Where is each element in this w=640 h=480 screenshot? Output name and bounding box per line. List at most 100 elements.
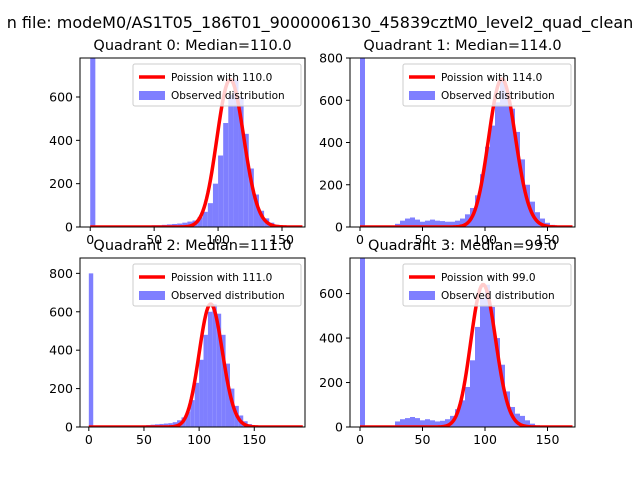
hist-bar xyxy=(223,123,229,227)
hist-bar xyxy=(515,131,520,227)
legend-label-hist: Observed distribution xyxy=(171,90,285,102)
hist-bar xyxy=(500,364,505,427)
y-tick-label: 400 xyxy=(319,331,343,346)
x-tick-label: 150 xyxy=(242,432,266,447)
hist-bar xyxy=(405,218,410,227)
hist-bar xyxy=(253,194,259,227)
hist-bar xyxy=(455,409,460,427)
subplot-quadrant-3: 0 50 100 150 0 200 400 600 Quadrant 3: Median=99… xyxy=(319,238,576,447)
x-tick-label: 150 xyxy=(536,432,560,447)
legend-label-hist: Observed distribution xyxy=(441,290,555,302)
hist-bar xyxy=(460,400,465,427)
poisson-fit-line xyxy=(89,77,303,227)
hist-bar xyxy=(440,420,445,427)
hist-bar xyxy=(221,334,226,427)
hist-bar xyxy=(233,79,239,227)
hist-bar xyxy=(510,108,515,227)
hist-bar xyxy=(450,221,455,227)
hist-bar xyxy=(197,217,203,227)
y-tick-label: 400 xyxy=(319,135,343,150)
hist-bar xyxy=(525,420,530,427)
hist-bar xyxy=(202,211,208,227)
hist-bar xyxy=(199,359,204,427)
y-tick-label: 400 xyxy=(49,343,73,358)
hist-bar xyxy=(216,313,222,427)
hist-bar xyxy=(540,218,545,227)
hist-bar xyxy=(460,218,465,227)
hist-bar xyxy=(415,418,420,427)
hist-bar xyxy=(207,203,213,227)
legend-label-hist: Observed distribution xyxy=(441,90,555,102)
hist-bar xyxy=(212,183,219,227)
hist-bar xyxy=(90,58,96,227)
legend-swatch-hist xyxy=(409,91,435,100)
subplot-title: Quadrant 2: Median=111.0 xyxy=(93,238,291,254)
hist-bar xyxy=(410,217,415,227)
x-tick-label: 100 xyxy=(473,232,497,247)
axes-frame xyxy=(79,57,306,228)
legend-swatch-hist xyxy=(409,291,435,300)
hist-bar xyxy=(425,419,430,427)
hist-bar xyxy=(400,220,405,227)
x-tick-label: 50 xyxy=(415,232,431,247)
hist-bar xyxy=(520,415,525,427)
subplot-quadrant-1: 0 50 100 150 0 200 400 600 800 Quadrant 1: Median… xyxy=(319,38,576,247)
x-tick-label: 0 xyxy=(356,232,364,247)
hist-bar xyxy=(500,79,505,227)
hist-bar xyxy=(203,334,208,427)
hist-bar xyxy=(470,360,475,427)
subplot-title: Quadrant 0: Median=110.0 xyxy=(93,38,291,54)
hist-bar xyxy=(400,419,405,427)
legend-box xyxy=(402,263,572,307)
y-tick-label: 800 xyxy=(319,51,343,66)
hist-bar xyxy=(485,284,490,427)
hist-bar xyxy=(212,304,217,427)
histogram-bars xyxy=(360,258,540,427)
hist-bar xyxy=(258,210,265,227)
hist-bar xyxy=(480,298,485,427)
y-tick-label: 0 xyxy=(335,420,343,435)
hist-bar xyxy=(410,416,415,427)
y-tick-label: 600 xyxy=(319,93,343,108)
y-tick-label: 0 xyxy=(335,220,343,235)
legend-label-hist: Observed distribution xyxy=(171,290,285,302)
hist-bar xyxy=(495,102,500,227)
subplot-quadrant-2: 0 50 100 150 0 200 400 600 800 Quadrant 2: Median… xyxy=(49,238,306,447)
hist-bar xyxy=(435,220,440,227)
hist-bar xyxy=(88,273,94,427)
hist-bar xyxy=(440,221,445,227)
y-tick-label: 800 xyxy=(49,266,73,281)
legend: Poission with 111.0 Observed distribution xyxy=(132,263,302,307)
hist-bar xyxy=(490,306,495,427)
hist-bar xyxy=(505,391,510,427)
x-tick-label: 0 xyxy=(85,432,93,447)
legend-swatch-hist xyxy=(139,91,165,100)
hist-bar xyxy=(182,222,188,227)
poisson-fit-line xyxy=(359,77,573,227)
subplot-title: Quadrant 1: Median=114.0 xyxy=(363,38,561,54)
y-tick-label: 0 xyxy=(65,220,73,235)
hist-bar xyxy=(190,400,195,427)
y-tick-label: 600 xyxy=(49,90,73,105)
x-tick-label: 0 xyxy=(356,432,364,447)
hist-bar xyxy=(425,220,430,227)
legend-box xyxy=(402,63,572,107)
hist-bar xyxy=(465,386,470,427)
x-tick-label: 50 xyxy=(146,232,162,247)
hist-bar xyxy=(455,220,460,227)
legend-swatch-hist xyxy=(139,291,165,300)
legend-label-fit: Poission with 114.0 xyxy=(441,72,542,84)
hist-bar xyxy=(248,168,254,227)
axes-frame xyxy=(79,257,306,428)
hist-bar xyxy=(420,221,425,227)
y-tick-label: 200 xyxy=(49,176,73,191)
y-tick-label: 200 xyxy=(49,381,73,396)
hist-bar xyxy=(445,419,450,427)
hist-bar xyxy=(360,58,365,227)
axes-frame xyxy=(349,257,576,428)
hist-bar xyxy=(505,91,510,227)
x-tick-label: 0 xyxy=(86,232,94,247)
hist-bar xyxy=(515,413,520,427)
hist-bar xyxy=(485,146,490,227)
